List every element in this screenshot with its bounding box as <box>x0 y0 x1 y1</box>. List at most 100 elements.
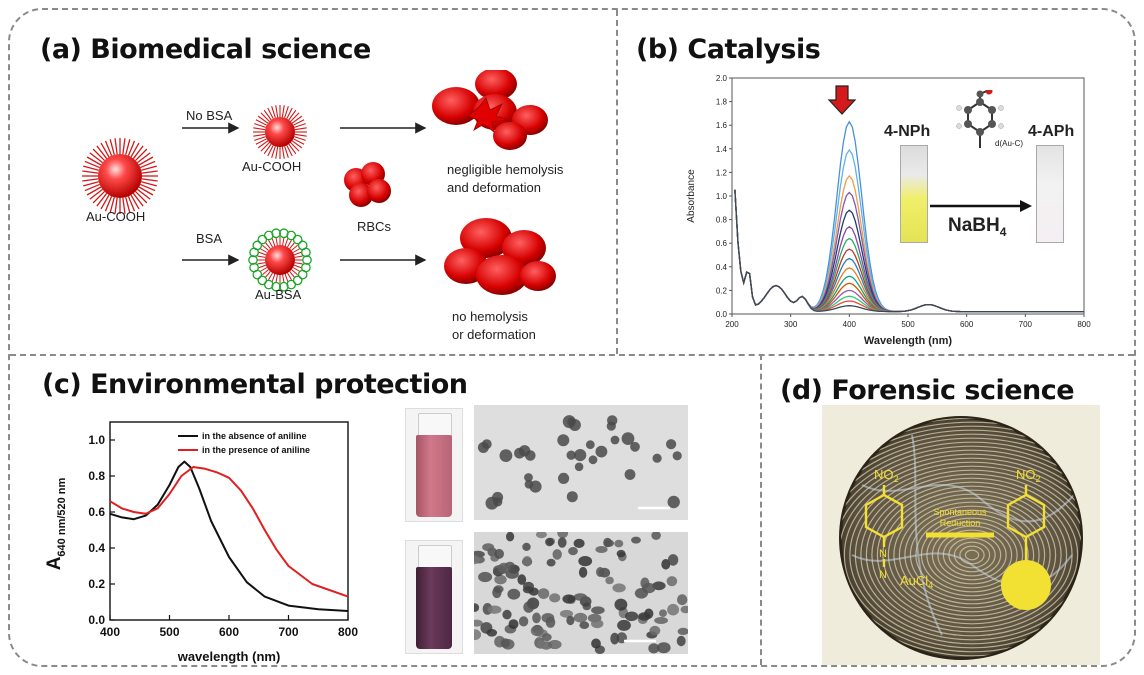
label-4aph: 4-APh <box>1028 123 1075 140</box>
chart-c-ylabel-main: A <box>44 556 65 570</box>
label-au-cooh-left: Au-COOH <box>86 209 146 224</box>
label-no-hemolysis: no hemolysis <box>452 309 528 324</box>
benzene-left <box>864 485 904 567</box>
svg-text:NO2: NO2 <box>1016 467 1041 484</box>
label-bsa: BSA <box>196 231 223 246</box>
chart-c-series-line <box>109 460 349 612</box>
chart-b-xtick-label: 800 <box>1077 320 1091 329</box>
chart-b-ytick-label: 0.6 <box>716 239 728 248</box>
tem-image-aggregated <box>474 532 688 654</box>
fingerprint-disc: NO2 NO2 Spontaneous Reduction AuCl4 N N <box>822 405 1100 665</box>
chart-b-xtick-label: 300 <box>784 320 798 329</box>
chart-b-ytick-label: 2.0 <box>716 74 728 83</box>
label-reduction: Reduction <box>940 518 981 528</box>
gold-dot <box>1001 560 1051 610</box>
chart-b-xlabel: Wavelength (nm) <box>864 335 953 347</box>
chart-b-xtick-label: 700 <box>1019 320 1033 329</box>
nabh4-main: NaBH <box>948 215 1000 236</box>
chart-c-ylabel-sub: 640 nm/520 nm <box>56 477 68 556</box>
chart-b-ytick-label: 1.6 <box>716 121 728 130</box>
chart-b-ytick-label: 0.2 <box>716 286 728 295</box>
no2-left-sub: 2 <box>894 474 899 484</box>
no2-right-sub: 2 <box>1036 474 1041 484</box>
chart-c-ytick-label: 0.4 <box>88 541 105 555</box>
chart-b-ytick-label: 1.4 <box>716 145 728 154</box>
reaction-arrow <box>930 200 1032 212</box>
au-core-top <box>265 117 295 147</box>
chart-c-ytick-label: 1.0 <box>88 433 105 447</box>
chart-b-ytick-label: 0.8 <box>716 216 728 225</box>
no2-left: NO <box>874 467 894 482</box>
svg-text:NO2: NO2 <box>874 467 899 484</box>
chart-b-xtick-label: 500 <box>901 320 915 329</box>
chart-c-legend-label: in the presence of aniline <box>202 445 310 455</box>
au-cooh-nanoparticle-small <box>253 105 307 159</box>
nabh4-sub: 4 <box>999 224 1007 239</box>
bond-label: d(Au-C) <box>995 139 1023 148</box>
divider-vertical-bottom <box>760 354 762 665</box>
label-rbcs: RBCs <box>357 219 391 234</box>
rbc-healthy-cluster <box>444 218 556 295</box>
aniline-absorbance-chart: 0.0 0.2 0.4 0.6 0.8 1.0 400 500 600 700 800 in th… <box>44 421 358 664</box>
chart-b-ylabel: Absorbance <box>686 169 697 223</box>
divider-vertical-top <box>616 10 618 354</box>
label-and-deformation: and deformation <box>447 180 541 195</box>
chart-c-ytick-label: 0.6 <box>88 505 105 519</box>
decrease-arrow-icon <box>827 85 857 115</box>
chart-c-xtick-label: 800 <box>338 625 358 639</box>
panel-d-title: (d) Forensic science <box>780 375 1075 406</box>
au-bsa-nanoparticle <box>248 228 312 292</box>
nitrogen-1: N <box>879 548 887 560</box>
label-au-cooh-top: Au-COOH <box>242 159 302 174</box>
rbc-cluster-icon <box>344 162 391 207</box>
label-4nph: 4-NPh <box>884 123 931 140</box>
chart-c-ytick-label: 0.2 <box>88 577 105 591</box>
cuvette-4nph <box>900 145 928 243</box>
tem-image-dispersed <box>474 405 688 520</box>
no2-right: NO <box>1016 467 1036 482</box>
panel-a-title: (a) Biomedical science <box>40 34 371 65</box>
chart-b-xtick-label: 400 <box>843 320 857 329</box>
chart-c-legend-label: in the absence of aniline <box>202 431 307 441</box>
chart-b-ytick-label: 0.0 <box>716 310 728 319</box>
chart-c-xtick-label: 500 <box>159 625 179 639</box>
benzene-right <box>1006 485 1046 560</box>
label-au-bsa: Au-BSA <box>255 287 302 302</box>
chart-c-ytick-label: 0.8 <box>88 469 105 483</box>
nitrogen-2: N <box>879 569 887 581</box>
label-nabh4: NaBH4 <box>948 215 1006 239</box>
chart-c-ylabel: A640 nm/520 nm <box>44 477 68 570</box>
vial-photo-purple <box>405 540 463 654</box>
au-cluster-molecule: d(Au-C) <box>956 90 1023 148</box>
panel-a-illustration <box>82 70 556 295</box>
chart-b-xtick-label: 200 <box>725 320 739 329</box>
label-spontaneous: Spontaneous <box>933 507 987 517</box>
chart-c-xlabel: wavelength (nm) <box>177 649 281 664</box>
label-no-bsa: No BSA <box>186 108 233 123</box>
chart-b-xtick-label: 600 <box>960 320 974 329</box>
chart-b-ytick-label: 1.2 <box>716 168 728 177</box>
svg-text:AuCl4: AuCl4 <box>900 573 933 590</box>
chart-c-xtick-label: 700 <box>278 625 298 639</box>
panel-b-title: (b) Catalysis <box>636 34 821 65</box>
outer-frame <box>8 8 1136 667</box>
chart-c-xtick-label: 600 <box>219 625 239 639</box>
aucl-main: AuCl <box>900 573 928 588</box>
chart-c-series-line <box>109 466 349 598</box>
rbc-damaged-cluster <box>432 70 548 150</box>
chart-b-ytick-label: 1.0 <box>716 192 728 201</box>
label-negligible-hemolysis: negligible hemolysis <box>447 162 564 177</box>
au-core <box>98 154 142 198</box>
label-or-deformation: or deformation <box>452 327 536 342</box>
vial-photo-red <box>405 408 463 522</box>
divider-horizontal <box>10 354 1134 356</box>
au-cooh-nanoparticle-large <box>82 138 158 214</box>
chart-c-ytick-label: 0.0 <box>88 613 105 627</box>
panel-c-title: (c) Environmental protection <box>42 369 468 400</box>
chart-b-ytick-label: 0.4 <box>716 263 728 272</box>
svg-text:A640 nm/520 nm: A640 nm/520 nm <box>44 477 68 570</box>
chart-b-series-line <box>734 189 1084 313</box>
cuvette-4aph <box>1036 145 1064 243</box>
chart-b-ytick-label: 1.8 <box>716 98 728 107</box>
au-core-bottom <box>265 245 295 275</box>
